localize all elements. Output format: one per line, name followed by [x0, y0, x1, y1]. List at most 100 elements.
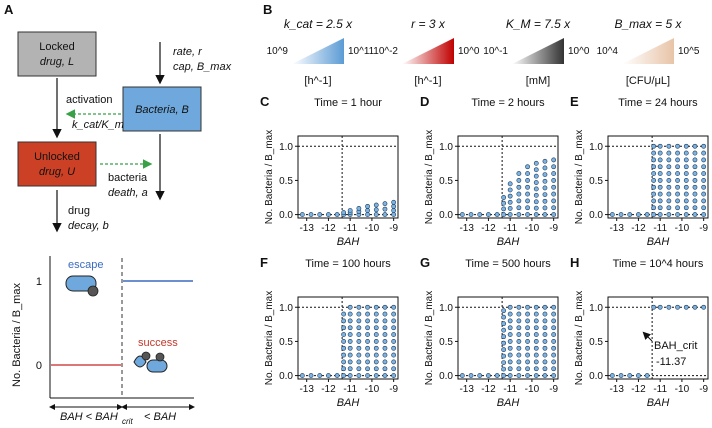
- data-point-e: [666, 184, 672, 190]
- data-point-d: [501, 206, 507, 212]
- data-point-e: [657, 198, 663, 204]
- data-point-g: [501, 308, 507, 314]
- data-point-h: [644, 373, 650, 378]
- ytick-label-d: 0.0: [439, 210, 453, 221]
- data-point-e: [657, 171, 663, 176]
- data-point-g: [507, 311, 513, 317]
- data-point-g: [525, 373, 530, 378]
- data-point-g: [507, 325, 513, 331]
- data-point-f: [373, 311, 379, 317]
- data-point-g: [525, 311, 530, 317]
- panel-title-h: Time = 10^4 hours: [613, 258, 704, 270]
- data-point-d: [507, 187, 513, 193]
- data-point-e: [701, 212, 707, 217]
- colorbar-wedge-1: [402, 38, 454, 64]
- xtick-label-d: -10: [525, 223, 540, 234]
- colorbar-group: k_cat = 2.5 x 10^9 10^11 [h^-1] r = 3 x 10^-2…: [267, 17, 700, 87]
- xtick-label-f: -9: [389, 384, 398, 395]
- data-point-c: [391, 203, 397, 209]
- locked-drug-line1: Locked: [39, 41, 74, 53]
- colorbar-wedge-2: [512, 38, 564, 64]
- data-point-f: [347, 359, 353, 365]
- data-point-e: [651, 164, 657, 170]
- data-point-g: [507, 318, 513, 324]
- data-point-f: [341, 345, 347, 351]
- data-point-f: [373, 332, 379, 337]
- data-point-f: [391, 318, 397, 324]
- data-point-f: [391, 352, 397, 358]
- xtick-label-d: -9: [549, 223, 558, 234]
- data-point-d: [468, 212, 474, 217]
- data-point-e: [657, 164, 663, 170]
- data-point-f: [347, 325, 353, 331]
- panel-title-c: Time = 1 hour: [314, 97, 382, 109]
- data-point-f: [347, 304, 353, 310]
- data-point-f: [341, 318, 347, 324]
- data-point-g: [516, 325, 522, 331]
- ytick-label-e: 1.0: [589, 142, 603, 153]
- data-point-c: [347, 208, 353, 213]
- data-point-f: [391, 359, 397, 365]
- data-point-e: [666, 157, 672, 163]
- data-point-e: [651, 184, 657, 190]
- data-point-e: [701, 205, 707, 211]
- data-point-h: [609, 373, 615, 378]
- data-point-f: [356, 366, 362, 372]
- data-point-e: [651, 143, 657, 149]
- data-point-g: [501, 373, 507, 378]
- unlocked-drug-line1: Unlocked: [34, 151, 80, 163]
- data-point-g: [516, 359, 522, 365]
- data-point-g: [551, 359, 557, 365]
- data-point-e: [692, 143, 698, 149]
- kcat-km-label: k_cat/K_m: [72, 119, 124, 131]
- data-point-f: [356, 373, 362, 378]
- data-point-e: [666, 150, 672, 156]
- data-point-d: [507, 181, 513, 187]
- data-point-g: [551, 339, 557, 344]
- ytick-label-h: 1.0: [589, 303, 603, 314]
- data-point-f: [347, 339, 353, 344]
- data-point-d: [516, 178, 522, 183]
- data-point-e: [657, 150, 663, 156]
- data-point-e: [651, 157, 657, 163]
- data-point-g: [507, 373, 513, 378]
- data-point-d: [501, 212, 507, 217]
- data-point-d: [551, 157, 557, 163]
- data-point-g: [501, 347, 507, 353]
- data-point-e: [692, 171, 698, 176]
- data-point-d: [551, 178, 557, 183]
- panel-letter-f: F: [260, 255, 268, 270]
- data-point-d: [533, 199, 539, 205]
- panel-title-g: Time = 500 hours: [465, 258, 551, 270]
- data-point-e: [675, 198, 680, 204]
- xtick-label-g: -11: [503, 384, 517, 395]
- data-point-d: [533, 192, 539, 198]
- data-point-d: [542, 178, 548, 184]
- panel-title-e: Time = 24 hours: [618, 97, 698, 109]
- data-point-e: [675, 212, 680, 217]
- data-point-g: [507, 339, 513, 344]
- data-point-f: [347, 352, 353, 358]
- data-point-g: [501, 353, 507, 359]
- data-point-g: [525, 352, 530, 358]
- data-point-f: [347, 373, 353, 378]
- data-point-e: [692, 164, 698, 170]
- colorbar-wedge-3: [622, 38, 674, 64]
- data-point-c: [373, 207, 379, 213]
- data-point-g: [486, 373, 491, 378]
- data-point-g: [516, 352, 522, 358]
- data-point-h: [636, 373, 641, 378]
- data-point-g: [542, 304, 548, 310]
- data-point-f: [382, 318, 388, 324]
- data-point-f: [365, 304, 370, 310]
- data-point-g: [551, 332, 557, 337]
- data-point-d: [542, 185, 548, 191]
- data-point-d: [516, 171, 522, 176]
- data-point-g: [516, 332, 522, 337]
- data-point-e: [683, 171, 689, 176]
- data-point-d: [542, 165, 548, 171]
- data-point-f: [373, 352, 379, 358]
- xtick-label-h: -12: [631, 384, 646, 395]
- data-point-g: [516, 318, 522, 324]
- data-point-e: [692, 184, 698, 190]
